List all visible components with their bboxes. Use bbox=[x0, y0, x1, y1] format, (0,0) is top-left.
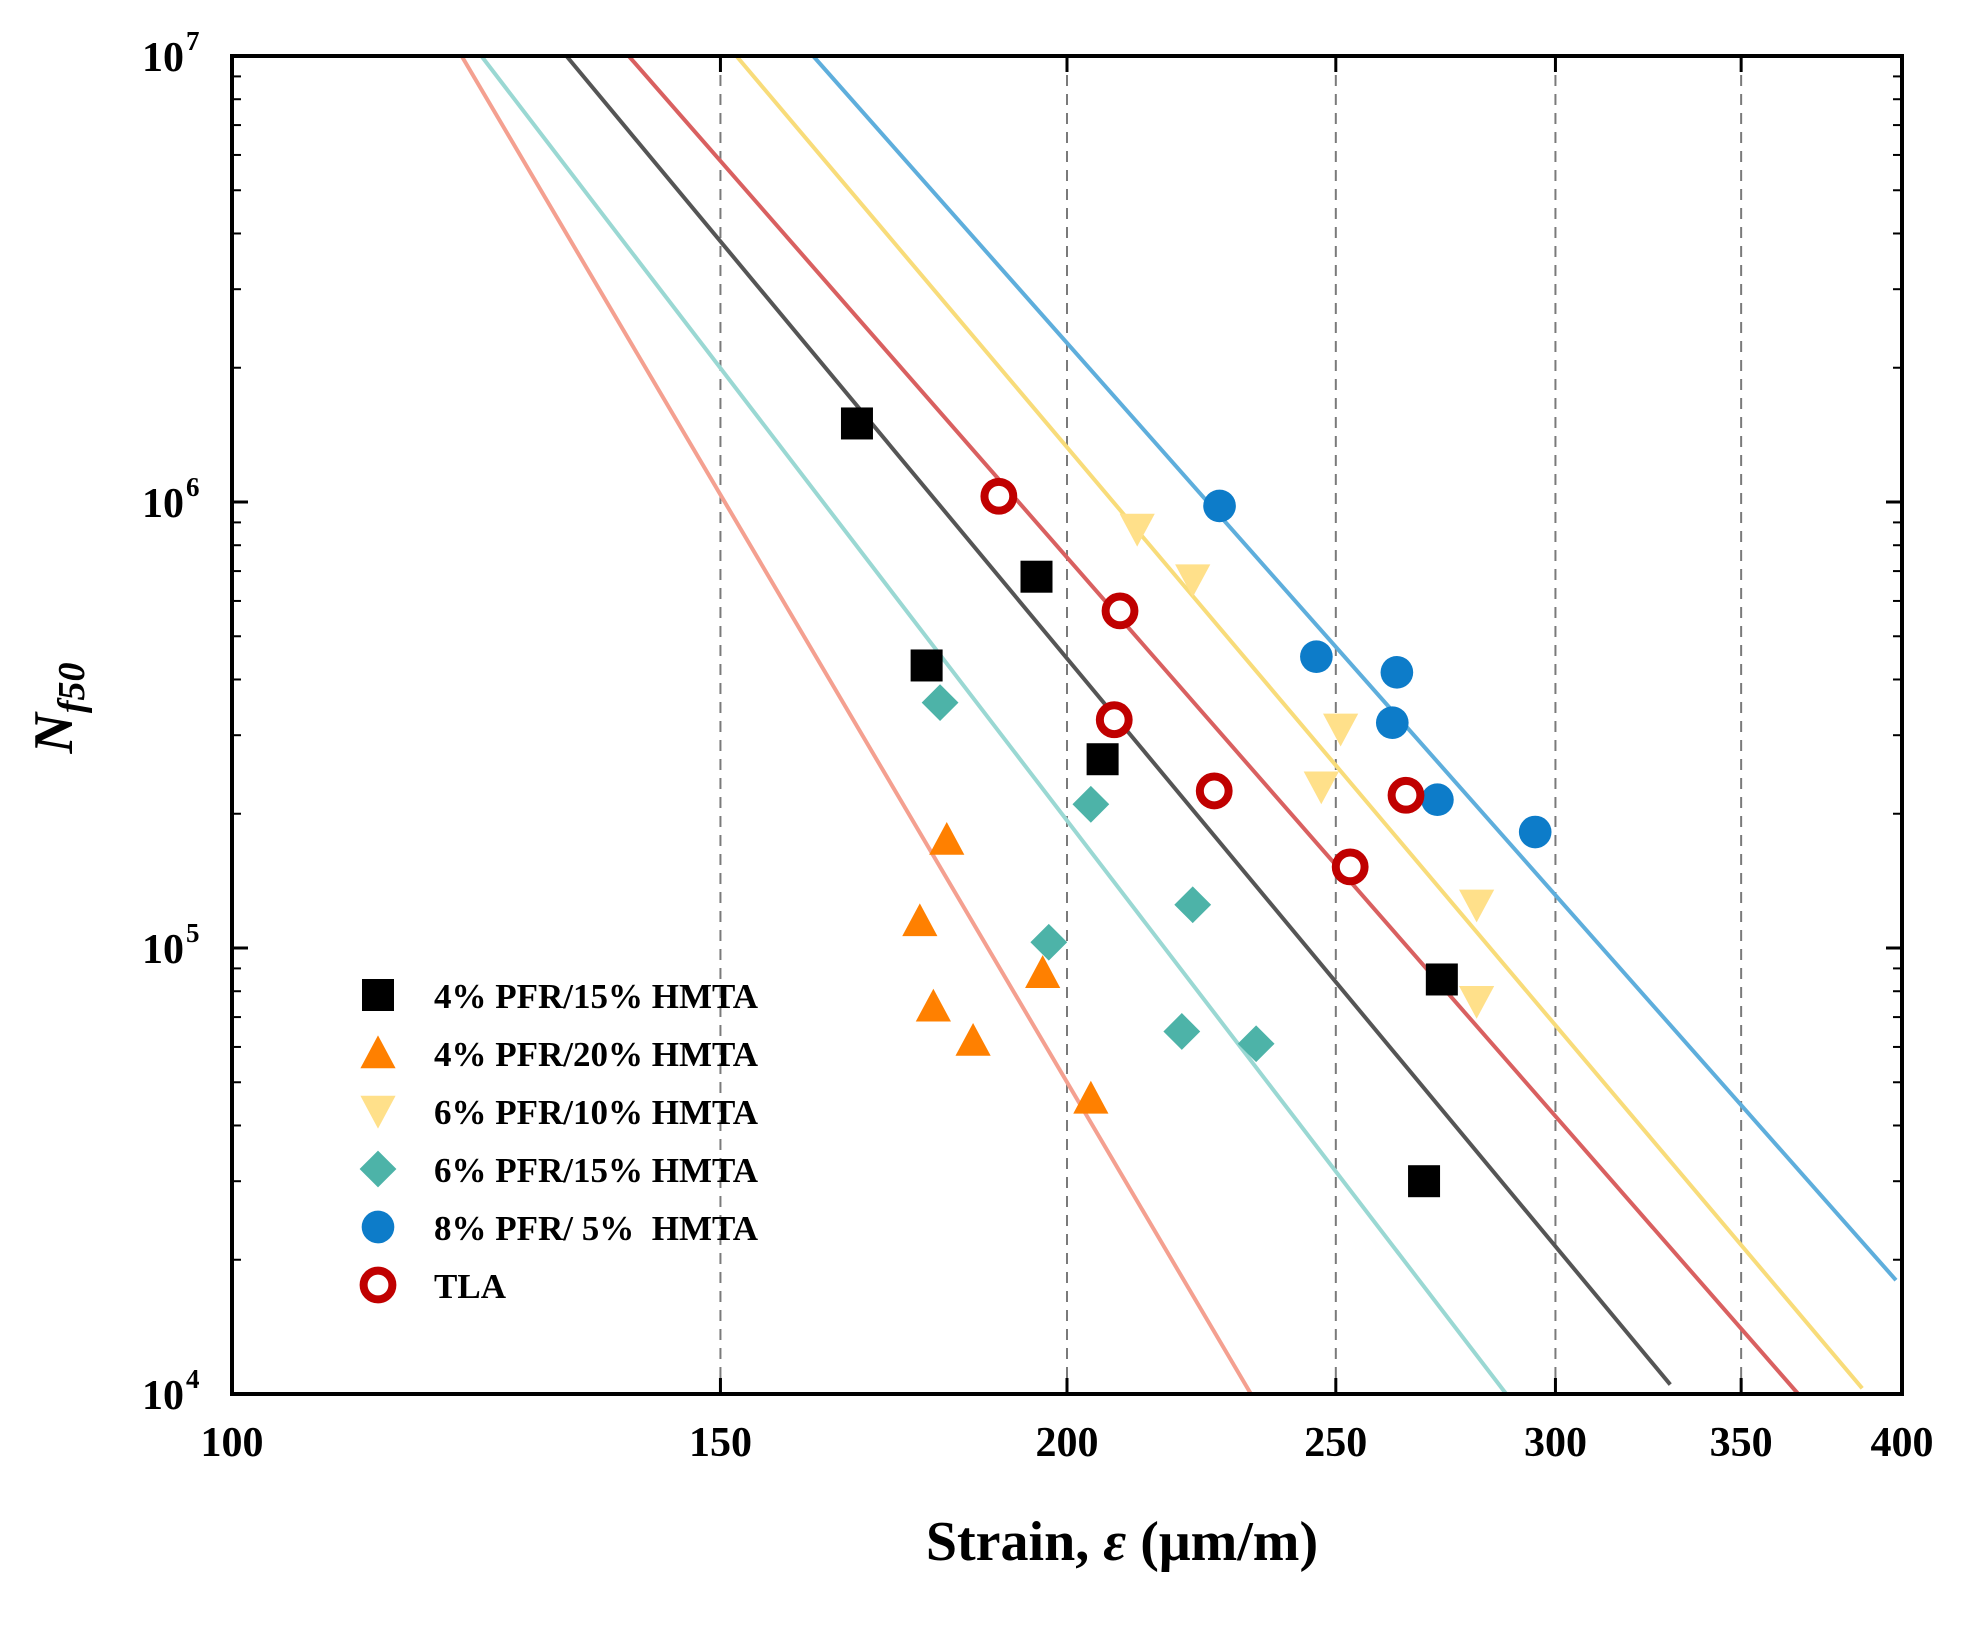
x-tick-label: 300 bbox=[1524, 1420, 1587, 1466]
data-point bbox=[1375, 706, 1409, 740]
legend-label: 8% PFR/ 5% HMTA bbox=[434, 1209, 759, 1248]
fit-line bbox=[811, 54, 1898, 1282]
x-axis-title: Strain, ε (μm/m) bbox=[926, 1511, 1318, 1573]
y-tick-label: 10 bbox=[142, 481, 184, 527]
data-point bbox=[980, 477, 1018, 515]
x-tick-label: 100 bbox=[201, 1420, 264, 1466]
data-point bbox=[921, 684, 959, 721]
data-point bbox=[840, 407, 873, 440]
data-points bbox=[840, 407, 1552, 1198]
fit-line bbox=[627, 54, 1800, 1396]
data-point bbox=[1408, 1165, 1441, 1198]
data-point bbox=[1459, 889, 1495, 923]
legend-label: 4% PFR/15% HMTA bbox=[434, 977, 759, 1016]
legend-label: 6% PFR/10% HMTA bbox=[434, 1093, 759, 1132]
y-tick-label: 10 bbox=[142, 927, 184, 973]
legend-marker bbox=[362, 979, 394, 1011]
data-point bbox=[1030, 923, 1068, 961]
y-tick-exponent: 5 bbox=[186, 918, 200, 948]
data-point bbox=[1163, 1013, 1201, 1050]
y-axis-title: Nf50 bbox=[23, 662, 93, 754]
data-point bbox=[1025, 955, 1061, 988]
fit-line bbox=[459, 54, 1253, 1396]
data-point bbox=[1086, 743, 1119, 776]
data-point bbox=[1174, 886, 1212, 924]
data-point bbox=[1020, 560, 1053, 593]
x-tick-label: 150 bbox=[689, 1420, 752, 1466]
data-point bbox=[1425, 963, 1458, 996]
legend-label: TLA bbox=[434, 1267, 507, 1306]
data-point bbox=[1203, 489, 1236, 523]
fit-lines bbox=[459, 54, 1898, 1396]
data-point bbox=[1303, 771, 1339, 805]
data-point bbox=[929, 822, 965, 855]
legend-marker bbox=[359, 1266, 397, 1304]
x-tick-label: 350 bbox=[1710, 1420, 1773, 1466]
legend-marker bbox=[361, 1210, 395, 1244]
x-tick-label: 200 bbox=[1036, 1420, 1099, 1466]
data-point bbox=[1380, 656, 1414, 689]
legend-label: 6% PFR/15% HMTA bbox=[434, 1151, 759, 1190]
y-tick-exponent: 6 bbox=[186, 472, 200, 502]
legend-marker bbox=[359, 1150, 397, 1188]
legend-label: 4% PFR/20% HMTA bbox=[434, 1035, 759, 1074]
data-point bbox=[1073, 1080, 1109, 1114]
data-point bbox=[955, 1022, 991, 1056]
y-tick-label: 10 bbox=[142, 1373, 184, 1419]
x-tick-label: 400 bbox=[1871, 1420, 1934, 1466]
data-point bbox=[1459, 985, 1495, 1019]
y-tick-exponent: 4 bbox=[186, 1364, 200, 1394]
y-tick-label: 10 bbox=[142, 35, 184, 81]
data-point bbox=[1195, 772, 1233, 810]
legend-marker bbox=[360, 1095, 396, 1129]
legend: 4% PFR/15% HMTA 4% PFR/20% HMTA 6% PFR/10%… bbox=[359, 977, 759, 1306]
y-tick-exponent: 7 bbox=[186, 26, 200, 56]
x-tick-label: 250 bbox=[1304, 1420, 1367, 1466]
legend-marker bbox=[360, 1035, 396, 1069]
data-point bbox=[1119, 513, 1155, 547]
data-point bbox=[910, 649, 943, 682]
grid bbox=[719, 56, 1743, 1394]
data-point bbox=[1300, 640, 1333, 673]
data-point bbox=[1175, 564, 1211, 598]
fit-line bbox=[479, 54, 1508, 1396]
data-point bbox=[1072, 785, 1110, 823]
data-point bbox=[1421, 783, 1454, 817]
data-point bbox=[1323, 713, 1359, 747]
data-point bbox=[1095, 701, 1133, 739]
data-point bbox=[915, 988, 951, 1022]
fit-line bbox=[734, 54, 1864, 1390]
data-point bbox=[1101, 592, 1139, 630]
data-point bbox=[1387, 776, 1425, 814]
data-point bbox=[902, 903, 938, 937]
data-point bbox=[1518, 815, 1552, 849]
data-point bbox=[1237, 1025, 1275, 1063]
data-point bbox=[1331, 848, 1369, 886]
